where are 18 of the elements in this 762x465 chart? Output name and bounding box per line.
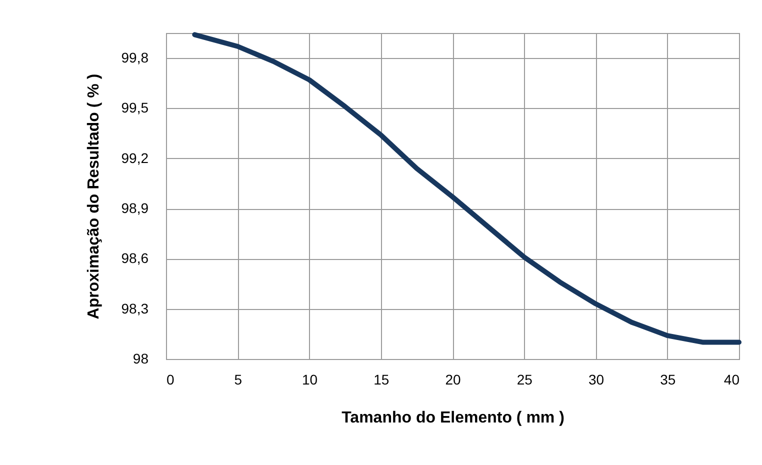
x-tick-label: 20 — [445, 372, 461, 388]
y-tick-label: 98,3 — [121, 300, 149, 316]
y-tick-label: 99,8 — [121, 50, 149, 66]
x-tick-label: 40 — [724, 372, 740, 388]
y-tick-label: 98,9 — [121, 200, 149, 216]
x-axis-title: Tamanho do Elemento ( mm ) — [342, 410, 564, 426]
x-tick-label: 25 — [516, 372, 533, 388]
x-tick-label: 15 — [374, 372, 390, 388]
y-tick-label: 99,5 — [121, 100, 149, 116]
x-tick-label: 5 — [234, 372, 242, 388]
x-tick-label: 35 — [660, 372, 676, 388]
y-tick-label: 98,6 — [121, 250, 149, 266]
y-tick-label: 99,2 — [121, 150, 149, 166]
x-tick-label: 0 — [166, 372, 174, 388]
x-tick-label: 10 — [302, 372, 318, 388]
y-axis-title: Aproximação do Resultado ( % ) — [85, 74, 102, 320]
x-tick-label: 30 — [588, 372, 604, 388]
y-tick-label: 98 — [132, 350, 149, 366]
